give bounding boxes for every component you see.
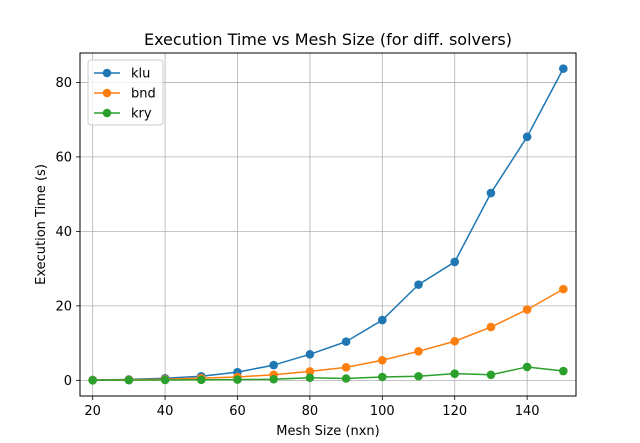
- x-axis-label: Mesh Size (nxn): [276, 424, 380, 439]
- y-tick-label: 0: [64, 374, 72, 389]
- y-tick-label: 80: [55, 76, 72, 91]
- series-line-klu: [92, 68, 564, 381]
- data-point-kry: [196, 375, 206, 385]
- legend-label-klu: klu: [131, 67, 150, 82]
- chart-title: Execution Time vs Mesh Size (for diff. s…: [144, 30, 512, 49]
- series-line-bnd: [92, 288, 564, 381]
- data-point-kry: [124, 375, 134, 385]
- series-kry: [88, 362, 568, 385]
- x-tick-label: 60: [229, 404, 246, 419]
- data-point-kry: [269, 374, 278, 384]
- data-point-kry: [559, 366, 568, 376]
- y-tick-label: 20: [55, 299, 72, 314]
- tick-layer: 20 40 60 80 100 120 140 0 20 40 60 80: [55, 76, 539, 419]
- data-point-bnd: [414, 347, 423, 356]
- x-tick-label: 40: [157, 404, 174, 419]
- legend-entries: klu bnd kry: [94, 67, 156, 122]
- x-tick-label: 100: [370, 404, 395, 419]
- data-point-klu: [450, 257, 460, 267]
- legend-label-bnd: bnd: [131, 87, 156, 102]
- legend: klu bnd kry: [87, 59, 164, 126]
- data-point-bnd: [486, 322, 496, 332]
- data-point-klu: [269, 360, 278, 370]
- data-point-bnd: [341, 363, 351, 372]
- legend-label-kry: kry: [131, 107, 152, 122]
- legend-marker-klu: [102, 68, 112, 78]
- y-axis-label: Execution Time (s): [34, 164, 49, 285]
- y-tick-label: 60: [55, 150, 72, 165]
- plot-frame: [79, 52, 577, 397]
- data-point-kry: [522, 362, 532, 372]
- data-point-klu: [414, 280, 423, 289]
- data-point-kry: [233, 375, 242, 384]
- data-point-kry: [305, 373, 315, 383]
- legend-marker-kry: [102, 108, 112, 118]
- data-point-klu: [341, 337, 351, 346]
- data-point-klu: [486, 188, 496, 198]
- series-layer: [88, 64, 568, 385]
- x-tick-label: 140: [515, 404, 540, 419]
- data-point-bnd: [522, 305, 532, 314]
- legend-marker-bnd: [102, 88, 112, 98]
- data-point-kry: [486, 370, 496, 380]
- data-point-kry: [414, 371, 423, 381]
- y-tick-label: 40: [55, 225, 72, 240]
- data-point-kry: [450, 369, 460, 378]
- data-point-kry: [341, 374, 351, 383]
- series-line-kry: [92, 366, 564, 382]
- data-point-kry: [160, 375, 170, 385]
- data-point-bnd: [450, 336, 460, 346]
- data-point-kry: [88, 375, 97, 385]
- data-point-klu: [305, 349, 315, 359]
- data-point-klu: [378, 315, 387, 325]
- x-tick-label: 120: [442, 404, 467, 419]
- x-tick-label: 80: [302, 404, 319, 419]
- data-point-bnd: [305, 367, 315, 376]
- data-point-klu: [559, 64, 568, 73]
- data-point-bnd: [559, 284, 568, 294]
- data-point-klu: [522, 132, 532, 142]
- x-tick-label: 20: [84, 404, 101, 419]
- data-point-bnd: [378, 355, 387, 365]
- data-point-kry: [378, 372, 387, 382]
